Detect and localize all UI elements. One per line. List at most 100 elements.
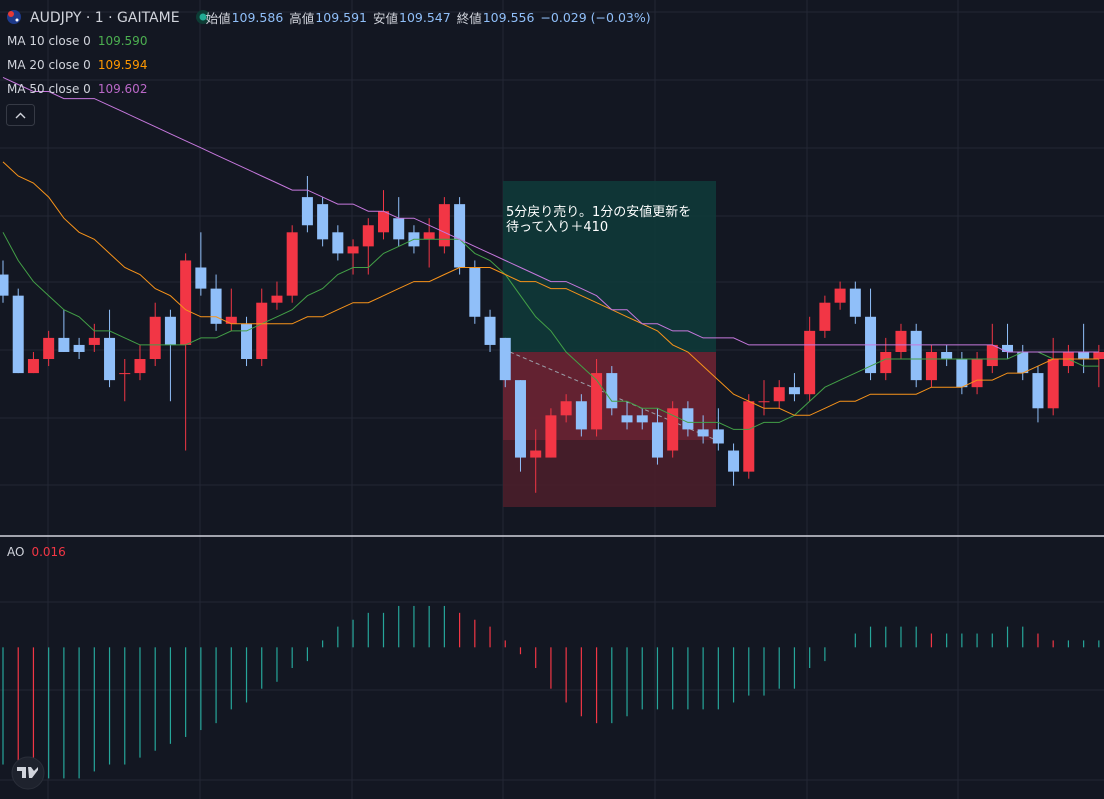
candle-body bbox=[560, 401, 572, 416]
candle-body bbox=[104, 337, 116, 381]
ao-name: AO bbox=[7, 545, 25, 559]
candle-body bbox=[910, 330, 922, 381]
candle-body bbox=[256, 302, 268, 360]
candle-body bbox=[1017, 351, 1029, 374]
candle-body bbox=[1047, 359, 1059, 409]
candle-body bbox=[119, 373, 131, 375]
candle-body bbox=[225, 316, 237, 324]
candle-body bbox=[149, 316, 161, 360]
ma-value: 109.594 bbox=[97, 58, 148, 72]
ma-name: MA 50 close 0 bbox=[7, 82, 91, 96]
candle-body bbox=[317, 204, 329, 240]
candle-body bbox=[43, 337, 55, 360]
ma-value: 109.602 bbox=[97, 82, 148, 96]
candle-body bbox=[134, 359, 146, 374]
logo[interactable] bbox=[11, 756, 45, 790]
candle-body bbox=[621, 415, 633, 423]
candle-body bbox=[195, 267, 207, 289]
candle-body bbox=[849, 288, 861, 317]
candle-body bbox=[88, 337, 100, 345]
change: −0.029 (−0.03%) bbox=[540, 10, 651, 25]
candle-body bbox=[12, 295, 24, 374]
ohlc-label: 安値 bbox=[373, 11, 399, 26]
candle-body bbox=[484, 316, 496, 345]
ao-value: 0.016 bbox=[31, 545, 66, 559]
candle-body bbox=[743, 401, 755, 472]
ma-name: MA 20 close 0 bbox=[7, 58, 91, 72]
candle-body bbox=[362, 225, 374, 247]
annotation-line: 5分戻り売り。1分の安値更新を bbox=[506, 205, 692, 220]
candle-body bbox=[712, 429, 724, 444]
ma-legend-row: MA 20 close 0 109.594 bbox=[7, 58, 154, 72]
ohlc-label: 終値 bbox=[456, 11, 482, 26]
symbol-icon bbox=[7, 10, 21, 24]
candle-body bbox=[1002, 344, 1014, 352]
candle-body bbox=[241, 323, 253, 360]
candle-body bbox=[423, 232, 435, 240]
candle-body bbox=[514, 380, 526, 458]
candle-body bbox=[758, 401, 770, 403]
candle-body bbox=[651, 422, 663, 458]
ohlc-value: 109.556 bbox=[482, 10, 535, 25]
candle-body bbox=[788, 387, 800, 395]
symbol-title: AUDJPY · 1 · GAITAME bbox=[30, 9, 180, 26]
candle-body bbox=[0, 274, 9, 296]
candle-body bbox=[27, 359, 39, 374]
candle-body bbox=[332, 232, 344, 254]
candle-body bbox=[728, 450, 740, 472]
ma-line bbox=[2, 161, 1099, 416]
candle-body bbox=[271, 295, 283, 303]
status-dot bbox=[196, 10, 210, 24]
candle-body bbox=[1093, 351, 1104, 360]
ohlc-value: 109.547 bbox=[399, 10, 451, 25]
ohlc-value: 109.586 bbox=[231, 10, 284, 25]
candle-body bbox=[880, 351, 892, 374]
candle-body bbox=[941, 351, 953, 360]
candle-body bbox=[697, 429, 709, 437]
candle-body bbox=[819, 302, 831, 331]
candle-body bbox=[682, 408, 694, 430]
ma-line bbox=[2, 232, 1099, 430]
candle-body bbox=[180, 260, 192, 345]
candle-body bbox=[286, 232, 298, 296]
candle-body bbox=[73, 344, 85, 352]
profit-zone bbox=[503, 181, 716, 352]
candle-body bbox=[530, 450, 542, 458]
candle-body bbox=[591, 373, 603, 430]
candle-body bbox=[804, 330, 816, 395]
candle-body bbox=[393, 218, 405, 240]
ma-legend-row: MA 50 close 0 109.602 bbox=[7, 82, 154, 96]
ma-value: 109.590 bbox=[97, 34, 148, 48]
candle-body bbox=[636, 415, 648, 423]
candle-body bbox=[956, 359, 968, 388]
candle-body bbox=[925, 351, 937, 381]
candle-body bbox=[347, 246, 359, 254]
ohlc-label: 高値 bbox=[289, 11, 315, 26]
candle-body bbox=[454, 204, 466, 268]
collapse-button[interactable] bbox=[6, 104, 35, 126]
candle-body bbox=[58, 337, 70, 352]
candle-body bbox=[1078, 351, 1090, 360]
annotation: 5分戻り売り。1分の安値更新を 待って入り＋410 bbox=[506, 205, 691, 235]
ma-legend-row: MA 10 close 0 109.590 bbox=[7, 34, 154, 48]
legend-header: AUDJPY · 1 · GAITAME 始値 109.586 高値 109.591… bbox=[30, 8, 657, 27]
candle-body bbox=[667, 408, 679, 451]
candle-body bbox=[575, 401, 587, 430]
ma-name: MA 10 close 0 bbox=[7, 34, 91, 48]
candle-body bbox=[834, 288, 846, 303]
candle-body bbox=[1032, 373, 1044, 409]
ohlc-label: 始値 bbox=[205, 11, 231, 26]
ohlc-value: 109.591 bbox=[315, 10, 367, 25]
candle-body bbox=[895, 330, 907, 352]
candle-body bbox=[378, 211, 389, 233]
candle-body bbox=[971, 359, 983, 388]
ao-legend: AO 0.016 bbox=[7, 545, 73, 559]
ma-line bbox=[2, 76, 1099, 353]
candle-body bbox=[773, 387, 785, 402]
candle-body bbox=[210, 288, 222, 324]
candle-body bbox=[606, 373, 618, 409]
candle-body bbox=[164, 316, 176, 345]
marks bbox=[0, 76, 1104, 779]
